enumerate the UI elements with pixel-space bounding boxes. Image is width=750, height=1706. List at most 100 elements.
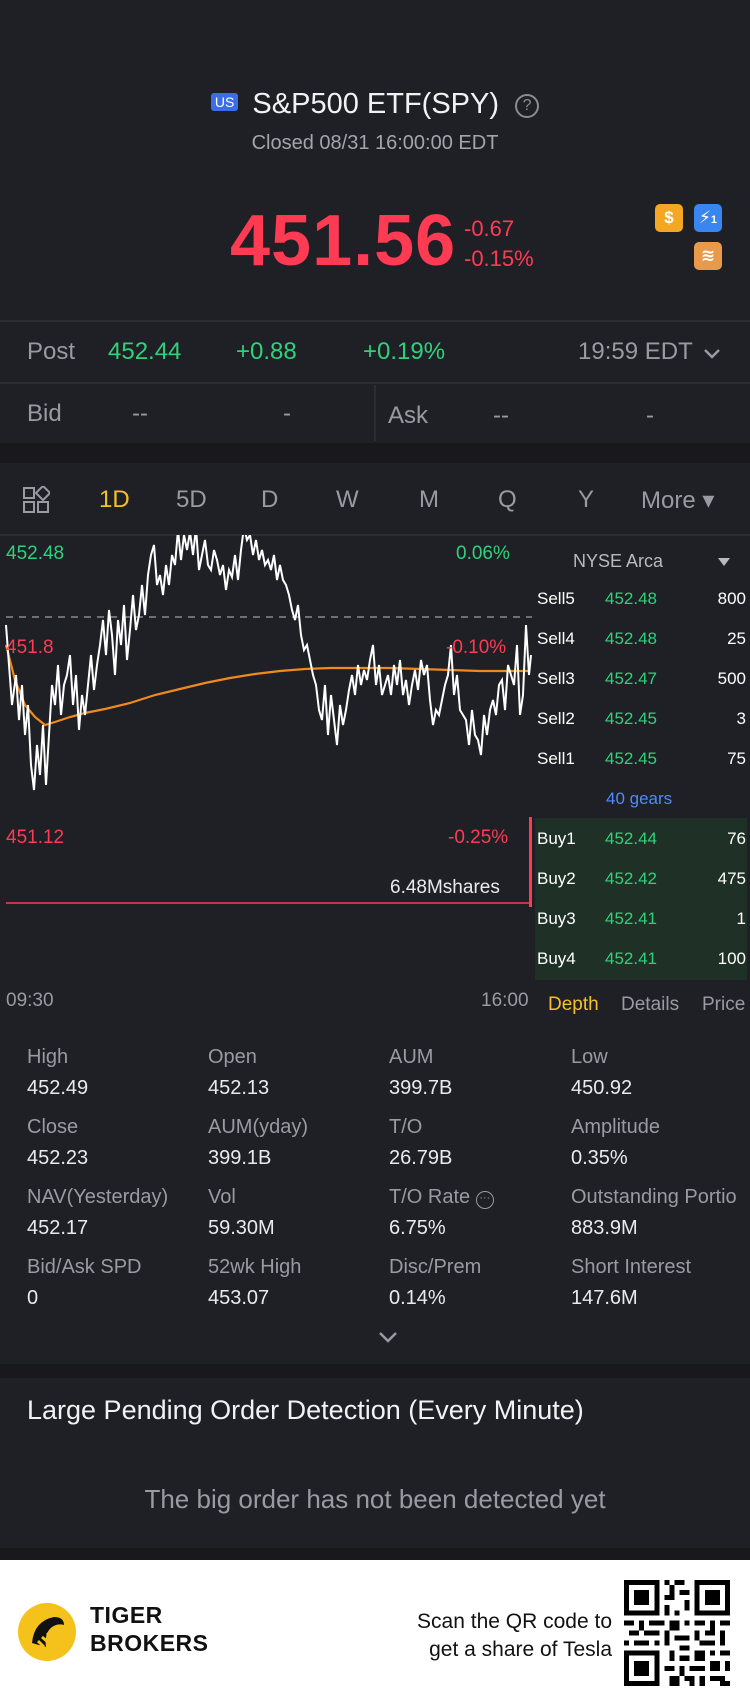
sell-price: 452.45 bbox=[605, 709, 657, 728]
sell-row-1[interactable]: Sell1 452.45 75 bbox=[535, 740, 750, 780]
tab-w[interactable]: W bbox=[336, 486, 359, 513]
bid-label: Bid bbox=[27, 400, 62, 427]
sell-level-label: Sell1 bbox=[537, 749, 575, 768]
buy-row-4[interactable]: Buy4 452.41 100 bbox=[535, 940, 750, 980]
stat-label: AUM bbox=[389, 1046, 434, 1068]
scan-line-2: get a share of Tesla bbox=[429, 1638, 612, 1661]
intraday-chart-svg bbox=[4, 526, 532, 907]
stat-amplitude: Amplitude 0.35% bbox=[571, 1116, 750, 1170]
buy-level-label: Buy2 bbox=[537, 869, 576, 888]
post-price: 452.44 bbox=[108, 338, 182, 365]
tab-1d[interactable]: 1D bbox=[99, 486, 130, 513]
tab-m[interactable]: M bbox=[419, 486, 439, 513]
tab-y[interactable]: Y bbox=[578, 486, 595, 513]
sell-price: 452.47 bbox=[605, 669, 657, 688]
page-title: S&P500 ETF(SPY) bbox=[252, 88, 500, 120]
stat-value: 0.35% bbox=[571, 1147, 628, 1169]
tab-d[interactable]: D bbox=[261, 486, 279, 513]
stat-value: 6.75% bbox=[389, 1217, 446, 1239]
price-change: -0.67 bbox=[464, 216, 515, 241]
post-market-row[interactable]: Post 452.44 +0.88 +0.19% 19:59 EDT bbox=[0, 322, 750, 382]
chart-mid-pct: -0.10% bbox=[446, 637, 507, 658]
buy-size: 1 bbox=[736, 909, 746, 928]
stat-open: Open 452.13 bbox=[208, 1046, 398, 1100]
exchange-selector[interactable]: NYSE Arca bbox=[573, 551, 664, 571]
tab-price[interactable]: Price bbox=[702, 994, 746, 1015]
more-info-icon[interactable]: ··· bbox=[475, 1191, 494, 1209]
large-orders-title: Large Pending Order Detection (Every Min… bbox=[27, 1395, 584, 1425]
section-separator bbox=[0, 1548, 750, 1560]
tab-more-label: More bbox=[641, 487, 696, 514]
buy-row-1[interactable]: Buy1 452.44 76 bbox=[535, 820, 750, 860]
bid-size: - bbox=[283, 400, 291, 427]
sell-price: 452.48 bbox=[605, 589, 657, 608]
sell-size: 3 bbox=[736, 709, 746, 728]
buy-size: 76 bbox=[727, 829, 746, 848]
buy-size: 100 bbox=[717, 949, 746, 968]
stat-label: Close bbox=[27, 1116, 79, 1138]
tab-depth[interactable]: Depth bbox=[548, 994, 599, 1015]
sell-level-label: Sell5 bbox=[537, 589, 575, 608]
help-icon[interactable]: ? bbox=[515, 94, 540, 118]
divider bbox=[0, 534, 750, 536]
volume-spike bbox=[529, 817, 532, 907]
sell-row-5[interactable]: Sell5 452.48 800 bbox=[535, 580, 750, 620]
chevron-down-icon[interactable] bbox=[703, 348, 721, 360]
buy-row-2[interactable]: Buy2 452.42 475 bbox=[535, 860, 750, 900]
post-change: +0.88 bbox=[236, 338, 297, 365]
buy-row-3[interactable]: Buy3 452.41 1 bbox=[535, 900, 750, 940]
stat-aum: AUM 399.7B bbox=[389, 1046, 579, 1100]
stat-value: 883.9M bbox=[571, 1217, 638, 1239]
tab-q[interactable]: Q bbox=[498, 486, 517, 513]
buy-price: 452.41 bbox=[605, 949, 657, 968]
buy-price: 452.44 bbox=[605, 829, 657, 848]
sell-row-4[interactable]: Sell4 452.48 25 bbox=[535, 620, 750, 660]
price-change-pct: -0.15% bbox=[464, 246, 534, 271]
sell-row-3[interactable]: Sell3 452.47 500 bbox=[535, 660, 750, 700]
stat-label: Vol bbox=[208, 1186, 236, 1208]
ask-size: - bbox=[646, 402, 654, 429]
expand-chevron-icon[interactable] bbox=[378, 1331, 398, 1343]
buy-level-label: Buy3 bbox=[537, 909, 576, 928]
flash-icon[interactable]: ⚡1 bbox=[694, 204, 722, 232]
gears-link[interactable]: 40 gears bbox=[606, 789, 673, 808]
sell-level-label: Sell2 bbox=[537, 709, 575, 728]
buy-level-label: Buy1 bbox=[537, 829, 576, 848]
market-status: Closed 08/31 16:00:00 EDT bbox=[251, 132, 499, 154]
post-time: 19:59 EDT bbox=[578, 338, 693, 365]
stat-bid-ask-spread: Bid/Ask SPD 0 bbox=[27, 1256, 217, 1310]
tab-details[interactable]: Details bbox=[621, 994, 680, 1015]
stat-value: 452.13 bbox=[208, 1077, 270, 1099]
section-separator bbox=[0, 443, 750, 463]
stat-label: NAV(Yesterday) bbox=[27, 1186, 169, 1208]
stat-turnover: T/O 26.79B bbox=[389, 1116, 579, 1170]
stat-aum-yday: AUM(yday) 399.1B bbox=[208, 1116, 398, 1170]
stack-icon[interactable]: ≋ bbox=[694, 242, 722, 270]
stat-label: T/O Rate ··· bbox=[389, 1186, 579, 1209]
tiger-logo-icon bbox=[18, 1603, 76, 1661]
buy-size: 475 bbox=[717, 869, 746, 888]
intraday-chart[interactable]: 452.48 0.06% 451.8 -0.10% 451.12 -0.25% … bbox=[0, 526, 535, 1011]
buy-side-background bbox=[535, 818, 747, 980]
sell-row-2[interactable]: Sell2 452.45 3 bbox=[535, 700, 750, 740]
timeframe-tabs: 1D 5D D W M Q Y More ▾ bbox=[0, 478, 750, 534]
post-change-pct: +0.19% bbox=[363, 338, 446, 365]
tab-5d[interactable]: 5D bbox=[176, 486, 207, 513]
grid-icon[interactable] bbox=[22, 486, 50, 514]
brand-line-2: BROKERS bbox=[90, 1630, 209, 1656]
quote-header: US S&P500 ETF(SPY) ? Closed 08/31 16:00:… bbox=[0, 0, 750, 320]
sell-level-label: Sell3 bbox=[537, 669, 575, 688]
tab-more[interactable]: More ▾ bbox=[641, 487, 715, 514]
dollar-icon[interactable]: $ bbox=[655, 204, 683, 232]
large-orders-empty: The big order has not been detected yet bbox=[144, 1484, 606, 1514]
stat-value: 452.23 bbox=[27, 1147, 89, 1169]
stat-label: AUM(yday) bbox=[208, 1116, 309, 1138]
scan-line-1: Scan the QR code to bbox=[417, 1610, 612, 1633]
stat-label: Open bbox=[208, 1046, 257, 1068]
divider bbox=[0, 320, 750, 322]
qr-code-icon[interactable] bbox=[624, 1580, 730, 1686]
bid-price: -- bbox=[132, 400, 148, 427]
caret-down-icon[interactable] bbox=[717, 557, 731, 567]
stat-value: 0 bbox=[27, 1287, 39, 1309]
stat-nav-yesterday: NAV(Yesterday) 452.17 bbox=[27, 1186, 217, 1240]
